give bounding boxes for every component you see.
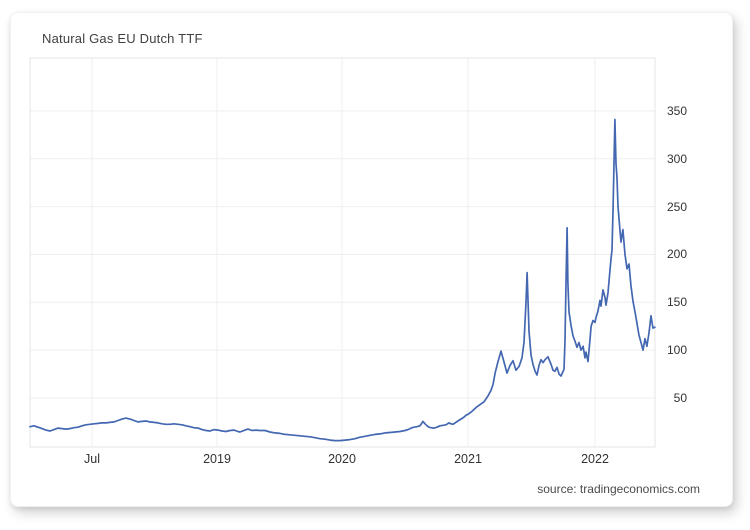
x-tick-label: 2020 bbox=[328, 452, 356, 466]
y-tick-label: 100 bbox=[666, 343, 687, 358]
y-tick-label: 150 bbox=[666, 295, 687, 310]
y-tick-label: 300 bbox=[666, 151, 687, 166]
x-tick-label: Jul bbox=[84, 452, 100, 466]
y-tick-label: 200 bbox=[666, 247, 687, 262]
source-attribution: source: tradingeconomics.com bbox=[537, 482, 700, 496]
chart-title: Natural Gas EU Dutch TTF bbox=[42, 31, 203, 46]
y-tick-label: 250 bbox=[666, 199, 687, 214]
y-tick-label: 50 bbox=[673, 391, 687, 405]
x-tick-label: 2021 bbox=[454, 452, 482, 466]
plot-area[interactable] bbox=[30, 58, 655, 447]
x-tick-label: 2019 bbox=[203, 452, 231, 466]
x-tick-label: 2022 bbox=[581, 452, 609, 466]
y-tick-label: 350 bbox=[666, 103, 687, 118]
